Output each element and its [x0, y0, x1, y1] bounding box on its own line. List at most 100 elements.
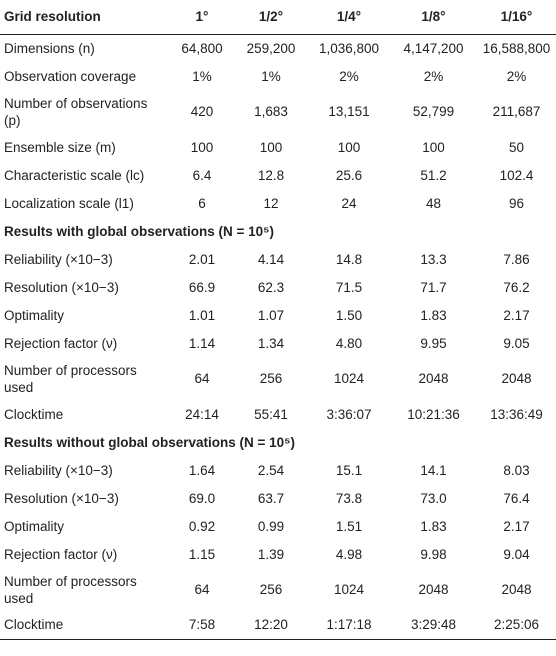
cell-value: 9.98: [420, 546, 447, 562]
row-label: Number of processors used: [4, 362, 137, 395]
cell-value: 69.0: [188, 490, 216, 506]
cell-value: 24: [341, 195, 357, 211]
cell-value: 64: [194, 371, 210, 386]
header-col: 1/8°: [390, 0, 475, 35]
cell-value: 100: [422, 139, 445, 155]
table-row: Optimality 0.92 0.99 1.51 1.83 2.17: [0, 512, 556, 540]
cell-value: 1%: [261, 68, 281, 84]
row-label: Optimality: [4, 518, 65, 534]
table-row: Reliability (×10−3) 2.01 4.14 14.8 13.3 7.86: [0, 245, 556, 273]
table-row: Clocktime 7:58 12:20 1:17:18 3:29:48 2:25:06: [0, 611, 556, 640]
cell-value: 48: [425, 195, 442, 211]
cell-value: 10:21:36: [407, 406, 460, 422]
cell-value: 76.2: [503, 279, 530, 295]
table-row: Clocktime 24:14 55:41 3:36:07 10:21:36 13:36:…: [0, 400, 556, 428]
cell-value: 9.04: [503, 546, 530, 562]
cell-value: 50: [508, 139, 525, 155]
cell-value: 12.8: [257, 167, 285, 183]
row-label: Characteristic scale (lc): [4, 167, 145, 183]
cell-value: 73.8: [335, 490, 363, 506]
row-label: Reliability (×10−3): [4, 462, 113, 478]
cell-value: 12:20: [234, 611, 306, 640]
table-row: Localization scale (l1) 6 12 24 48 96: [0, 189, 556, 217]
row-label: Rejection factor (ν): [4, 335, 118, 351]
cell-value: 0.92: [188, 518, 216, 534]
cell-value: 71.7: [420, 279, 447, 295]
cell-value: 1.39: [257, 546, 285, 562]
cell-value: 3:36:07: [326, 406, 372, 422]
cell-value: 1%: [192, 68, 212, 84]
header-col: 1/16°: [475, 0, 556, 35]
cell-value: 6: [198, 195, 206, 211]
cell-value: 4.14: [257, 251, 285, 267]
cell-value: 6.4: [192, 167, 212, 183]
cell-value: 256: [259, 371, 283, 386]
cell-value: 13.3: [420, 251, 447, 267]
cell-value: 420: [190, 104, 214, 119]
cell-value: 100: [190, 139, 214, 155]
cell-value: 1.14: [188, 335, 216, 351]
cell-value: 1.07: [257, 307, 285, 323]
row-label: Number of observations (p): [4, 95, 148, 128]
table-row: Dimensions (n) 64,800 259,200 1,036,800 4,14…: [0, 34, 556, 62]
cell-value: 16,588,800: [482, 40, 551, 56]
cell-value: 3:29:48: [390, 611, 475, 640]
header-col: 1/4°: [306, 0, 390, 35]
cell-value: 64: [194, 582, 210, 597]
cell-value: 1,683: [254, 104, 288, 119]
row-label: Number of processors used: [4, 573, 137, 606]
cell-value: 1:17:18: [306, 611, 390, 640]
cell-value: 51.2: [420, 167, 447, 183]
cell-value: 66.9: [188, 279, 216, 295]
cell-value: 1.64: [188, 462, 216, 478]
cell-value: 2.17: [503, 307, 530, 323]
cell-value: 100: [259, 139, 283, 155]
row-label: Localization scale (l1): [4, 195, 134, 211]
header-row: Grid resolution 1° 1/2° 1/4° 1/8° 1/16°: [0, 0, 556, 35]
cell-value: 1.15: [188, 546, 216, 562]
section-title: Results without global observations (N =…: [4, 434, 296, 450]
cell-value: 2.01: [188, 251, 216, 267]
cell-value: 14.1: [420, 462, 447, 478]
cell-value: 1.83: [420, 518, 447, 534]
cell-value: 2.17: [503, 518, 530, 534]
section-header-row: Results with global observations (N = 10…: [0, 217, 556, 245]
cell-value: 1.01: [188, 307, 216, 323]
cell-value: 7.86: [503, 251, 530, 267]
table-row: Resolution (×10−3) 66.9 62.3 71.5 71.7 76.2: [0, 273, 556, 301]
cell-value: 13,151: [328, 104, 370, 119]
header-col: 1/2°: [234, 0, 306, 35]
cell-value: 4.80: [335, 335, 363, 351]
cell-value: 0.99: [257, 518, 285, 534]
results-table: Grid resolution 1° 1/2° 1/4° 1/8° 1/16° …: [0, 0, 556, 640]
cell-value: 9.95: [420, 335, 447, 351]
cell-value: 100: [337, 139, 361, 155]
cell-value: 62.3: [257, 279, 285, 295]
cell-value: 9.05: [503, 335, 530, 351]
cell-value: 256: [259, 582, 283, 597]
section-title: Results with global observations (N = 10…: [4, 223, 275, 239]
cell-value: 24:14: [185, 406, 219, 422]
cell-value: 8.03: [503, 462, 530, 478]
row-label: Optimality: [4, 307, 65, 323]
table-row: Reliability (×10−3) 1.64 2.54 15.1 14.1 8.03: [0, 456, 556, 484]
cell-value: 2048: [501, 371, 532, 386]
cell-value: 96: [508, 195, 525, 211]
cell-value: 15.1: [335, 462, 363, 478]
row-label: Reliability (×10−3): [4, 251, 113, 267]
cell-value: 73.0: [420, 490, 447, 506]
row-label: Clocktime: [0, 611, 168, 640]
cell-value: 63.7: [257, 490, 285, 506]
cell-value: 211,687: [492, 104, 541, 119]
table-row: Rejection factor (ν) 1.14 1.34 4.80 9.95 9.05: [0, 329, 556, 357]
cell-value: 71.5: [335, 279, 363, 295]
header-label: Grid resolution: [0, 0, 168, 35]
cell-value: 259,200: [246, 40, 296, 56]
cell-value: 64,800: [181, 40, 223, 56]
cell-value: 2%: [423, 68, 444, 84]
cell-value: 102.4: [499, 167, 534, 183]
row-label: Resolution (×10−3): [4, 490, 119, 506]
row-label: Resolution (×10−3): [4, 279, 119, 295]
cell-value: 2%: [339, 68, 359, 84]
cell-value: 7:58: [168, 611, 234, 640]
